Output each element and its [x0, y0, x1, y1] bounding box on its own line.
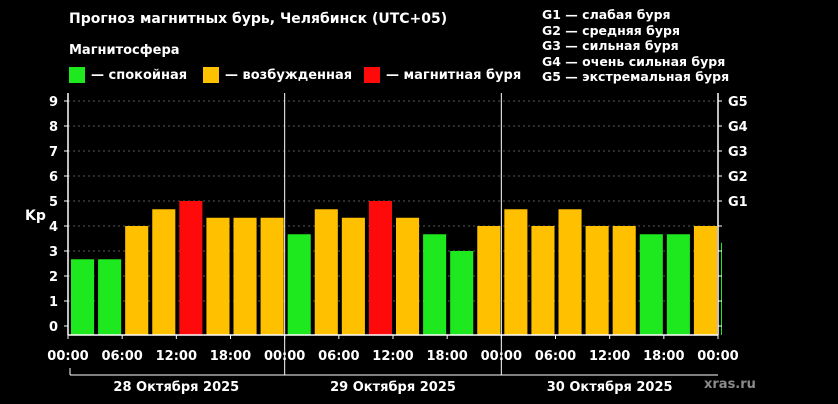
bars-group [71, 201, 722, 335]
g-scale-item: G2 — средняя буря [542, 22, 680, 38]
y-tick-label: 2 [49, 270, 58, 285]
day-label: 29 Октября 2025 [330, 380, 456, 395]
x-tick-label: 12:00 [156, 349, 197, 364]
kp-bar [639, 234, 663, 335]
x-tick-label: 00:00 [697, 349, 738, 364]
kp-bar [206, 217, 230, 335]
kp-bar [693, 226, 717, 335]
day-label: 30 Октября 2025 [547, 380, 673, 395]
y-axis-label: Kp [25, 208, 46, 224]
right-tick-label: G1 [728, 195, 748, 210]
legend-item-quiet: — спокойная [69, 66, 187, 84]
day-labels: 28 Октября 2025 29 Октября 2025 30 Октября… [113, 380, 672, 395]
kp-bar [368, 201, 392, 335]
x-tick-label: 12:00 [372, 349, 413, 364]
x-tick-label: 18:00 [426, 349, 467, 364]
kp-bar [721, 242, 722, 335]
kp-bar [666, 234, 690, 335]
y-tick-label: 6 [49, 170, 58, 185]
kp-bar [504, 209, 528, 335]
g-scale-item: G1 — слабая буря [542, 7, 671, 22]
kp-bar [179, 201, 203, 335]
right-tick-label: G2 [728, 170, 748, 185]
y-tick-label: 5 [49, 195, 58, 210]
legend-label-active: — возбужденная [225, 67, 353, 83]
right-tick-label: G5 [728, 95, 748, 110]
legend-title: Магнитосфера [69, 43, 180, 58]
y-tick-labels: 0 1 2 3 4 5 6 7 8 9 [49, 95, 58, 335]
g-scale-item: G5 — экстремальная буря [542, 69, 730, 85]
x-tick-label: 06:00 [101, 349, 142, 364]
y-tick-label: 0 [49, 320, 58, 335]
day-dividers [69, 93, 718, 376]
x-tick-label: 00:00 [264, 349, 305, 364]
y-tick-label: 7 [49, 145, 58, 160]
right-tick-label: G3 [728, 145, 748, 160]
kp-bar [341, 217, 365, 335]
kp-bar [558, 209, 582, 335]
kp-bar [612, 226, 636, 335]
legend-label-quiet: — спокойная [91, 67, 188, 83]
x-tick-label: 12:00 [589, 349, 630, 364]
x-tick-label: 00:00 [47, 349, 88, 364]
kp-bar [71, 259, 95, 335]
chart-title: Прогноз магнитных бурь, Челябинск (UTC+0… [69, 11, 448, 27]
watermark: xras.ru [704, 377, 756, 392]
kp-bar [98, 259, 122, 335]
right-tick-labels: G1 G2 G3 G4 G5 [728, 95, 748, 210]
y-tick-label: 1 [49, 295, 58, 310]
x-tick-label: 00:00 [481, 349, 522, 364]
x-tick-label: 18:00 [210, 349, 251, 364]
x-tick-label: 06:00 [535, 349, 576, 364]
kp-bar [233, 217, 257, 335]
kp-bar [423, 234, 447, 335]
kp-bar [450, 251, 474, 335]
kp-bar [260, 217, 284, 335]
legend-item-storm: — магнитная буря [364, 66, 521, 84]
y-tick-label: 8 [49, 120, 58, 135]
kp-bar [125, 226, 149, 335]
x-tick-label: 18:00 [643, 349, 684, 364]
y-tick-label: 9 [49, 95, 58, 110]
g-scale-item: G3 — сильная буря [542, 38, 679, 54]
day-label: 28 Октября 2025 [113, 380, 239, 395]
grid-lines [68, 100, 718, 302]
kp-bar [585, 226, 609, 335]
axes [64, 93, 722, 339]
g-scale-item: G4 — очень сильная буря [542, 53, 726, 69]
x-tick-labels: 00:00 06:00 12:00 18:00 00:00 06:00 12:00 18:00… [47, 349, 738, 364]
kp-bar [477, 226, 501, 335]
x-tick-label: 06:00 [318, 349, 359, 364]
kp-bar [152, 209, 176, 335]
kp-bar [531, 226, 555, 335]
legend-swatch-storm [364, 67, 380, 83]
kp-bar [287, 234, 311, 335]
legend-item-active: — возбужденная [203, 66, 352, 84]
right-tick-label: G4 [728, 120, 748, 135]
g-scale-legend: G1 — слабая буря G2 — средняя буря G3 — … [542, 7, 729, 85]
y-tick-label: 3 [49, 245, 58, 260]
y-tick-label: 4 [49, 220, 58, 235]
legend-label-storm: — магнитная буря [386, 67, 522, 83]
kp-bar [314, 209, 338, 335]
kp-bar [396, 217, 420, 335]
legend-swatch-active [203, 67, 219, 83]
legend-swatch-quiet [69, 67, 85, 83]
